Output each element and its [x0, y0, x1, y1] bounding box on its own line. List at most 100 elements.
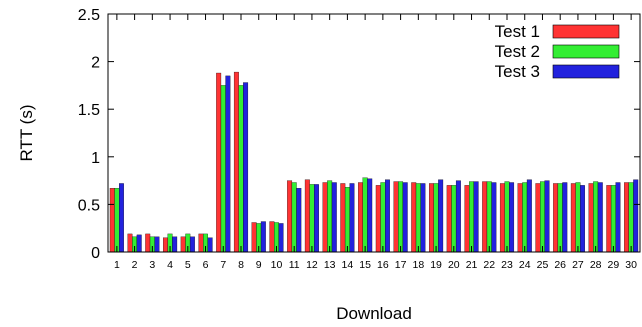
x-tick-label: 25	[537, 259, 549, 271]
bar-test-3-download-26	[562, 182, 568, 253]
bar-test-1-download-27	[570, 183, 576, 253]
bar-test-2-download-8	[238, 85, 244, 253]
bar-test-2-download-7	[220, 85, 226, 253]
bar-test-3-download-5	[189, 236, 195, 253]
bar-test-1-download-4	[163, 237, 168, 253]
x-tick-label: 27	[572, 259, 584, 271]
x-tick-label: 7	[220, 259, 226, 271]
bar-test-1-download-18	[411, 182, 417, 253]
bar-test-1-download-21	[464, 185, 470, 253]
bar-test-3-download-13	[331, 182, 337, 253]
bar-test-2-download-14	[344, 187, 350, 253]
x-tick-label: 2	[132, 259, 138, 271]
bar-test-2-download-17	[398, 181, 404, 253]
bar-test-1-download-29	[606, 185, 612, 253]
x-tick-label: 13	[324, 259, 336, 271]
bar-test-1-download-22	[482, 181, 488, 253]
x-tick-label: 8	[238, 259, 244, 271]
x-tick-label: 5	[185, 259, 191, 271]
bar-test-1-download-12	[304, 179, 310, 253]
bar-test-3-download-10	[278, 223, 284, 253]
bar-test-2-download-25	[540, 181, 545, 253]
bar-test-3-download-23	[509, 182, 515, 253]
x-tick-label: 29	[608, 259, 620, 271]
y-axis-title: RTT (s)	[17, 105, 36, 162]
bar-test-1-download-17	[393, 181, 399, 253]
bar-test-3-download-4	[172, 236, 178, 253]
x-tick-label: 14	[342, 259, 354, 271]
bar-test-3-download-21	[473, 181, 479, 253]
bar-test-3-download-29	[615, 182, 621, 253]
x-tick-label: 9	[256, 259, 262, 271]
bar-test-1-download-7	[216, 72, 222, 253]
bar-test-1-download-26	[553, 183, 559, 253]
bar-test-3-download-19	[438, 179, 444, 253]
bar-test-1-download-9	[251, 222, 257, 253]
y-tick-label: 0.5	[78, 197, 100, 214]
bar-test-1-download-23	[499, 183, 505, 253]
bar-test-1-download-10	[269, 221, 275, 253]
x-tick-label: 6	[203, 259, 209, 271]
bar-test-3-download-11	[296, 188, 302, 253]
x-tick-label: 3	[149, 259, 155, 271]
legend-swatch-test-2	[552, 44, 620, 59]
x-tick-label: 24	[519, 259, 531, 271]
bar-test-1-download-24	[517, 183, 523, 253]
bar-test-1-download-25	[535, 183, 541, 253]
bar-test-2-download-15	[362, 177, 368, 253]
bar-test-1-download-15	[358, 182, 363, 253]
bar-test-3-download-18	[420, 183, 426, 253]
bar-test-3-download-25	[544, 180, 550, 253]
bar-test-3-download-1	[119, 183, 124, 253]
bar-test-1-download-11	[287, 180, 293, 253]
bar-test-2-download-1	[114, 188, 120, 253]
bar-test-2-download-29	[610, 185, 616, 253]
bar-test-3-download-20	[455, 180, 461, 253]
bar-test-1-download-14	[340, 183, 346, 253]
x-tick-label: 17	[395, 259, 407, 271]
bar-test-3-download-3	[154, 236, 160, 253]
bar-test-2-download-13	[327, 180, 333, 253]
x-tick-label: 23	[501, 259, 513, 271]
bar-test-2-download-28	[593, 181, 599, 253]
bar-test-1-download-8	[233, 71, 239, 253]
x-tick-label: 12	[306, 259, 318, 271]
bar-test-3-download-15	[367, 178, 373, 253]
plot-frame	[107, 13, 641, 253]
legend-swatch-test-1	[552, 24, 620, 39]
bar-test-3-download-9	[260, 221, 266, 253]
bar-test-1-download-5	[180, 236, 186, 253]
bar-test-3-download-17	[402, 182, 408, 253]
bar-test-3-download-6	[207, 237, 213, 253]
bar-test-3-download-2	[136, 234, 142, 253]
x-tick-label: 18	[412, 259, 424, 271]
x-tick-label: 28	[590, 259, 602, 271]
bar-test-2-download-24	[522, 182, 528, 253]
bar-test-1-download-20	[446, 185, 452, 253]
bar-test-2-download-30	[628, 182, 634, 253]
x-tick-label: 21	[466, 259, 478, 271]
y-tick-label: 2	[91, 55, 100, 72]
legend-label-test-1: Test 1	[495, 22, 540, 41]
legend-label-test-2: Test 2	[495, 42, 540, 61]
bar-test-3-download-27	[580, 185, 585, 253]
x-axis-title: Download	[336, 304, 412, 323]
bar-test-3-download-14	[349, 183, 355, 253]
ticks-group: 00.511.522.51 2 3 4 5 6 7 8 9 10 11 12 13 14 15 16 17 18 1…	[78, 7, 640, 271]
bar-test-2-download-11	[291, 182, 297, 253]
bar-test-1-download-30	[624, 182, 629, 253]
bar-test-1-download-6	[198, 233, 204, 253]
bar-test-2-download-18	[415, 183, 421, 253]
bar-test-2-download-16	[380, 182, 386, 253]
legend-swatch-test-3	[552, 64, 620, 79]
bar-test-2-download-22	[486, 181, 492, 253]
x-tick-label: 30	[625, 259, 637, 271]
bar-test-3-download-16	[385, 179, 390, 253]
bar-test-2-download-26	[557, 183, 563, 253]
y-tick-label: 1	[91, 150, 100, 167]
bar-test-1-download-28	[588, 183, 594, 253]
bar-test-2-download-23	[504, 181, 510, 253]
x-tick-label: 1	[114, 259, 120, 271]
bar-test-3-download-7	[225, 75, 231, 253]
x-tick-label: 11	[289, 259, 300, 271]
